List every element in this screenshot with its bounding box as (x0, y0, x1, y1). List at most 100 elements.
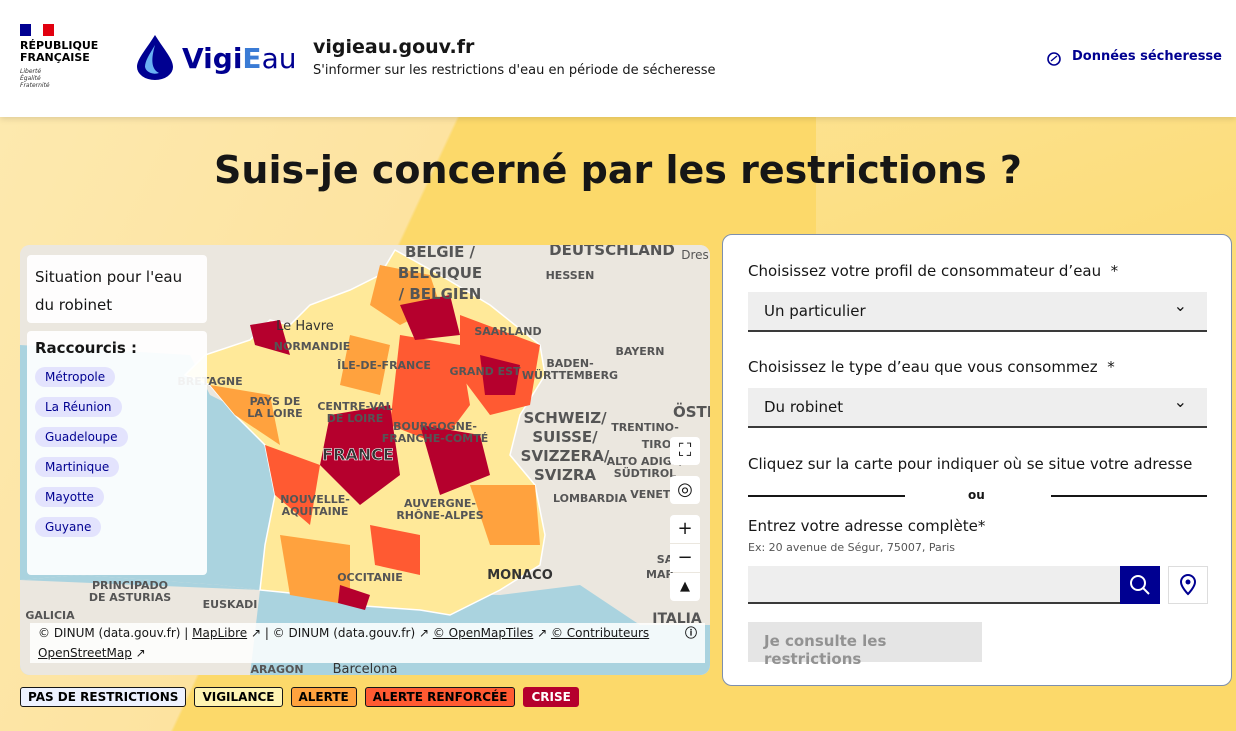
field-label: Choisissez le type d’eau que vous consom… (748, 358, 1115, 376)
map[interactable]: BELGIË / BELGIQUE / BELGIEN DEUTSCHLAND … (20, 245, 710, 675)
map-label: BADEN- (546, 357, 593, 370)
map-label: SAARLAND (474, 325, 541, 338)
motto-text: Fraternité (20, 82, 50, 89)
map-label: BELGIË / (405, 245, 476, 261)
label-text: Entrez votre adresse complète (748, 517, 978, 535)
zoom-out-button[interactable]: − (670, 544, 700, 572)
map-label: ARAGON (250, 663, 303, 675)
map-label: NOUVELLE- (280, 493, 350, 506)
map-label: PRINCIPADO (92, 579, 168, 592)
drop-icon (137, 35, 173, 80)
map-label: SVIZZERA/ (521, 447, 610, 465)
map-label: BELGIQUE (398, 264, 482, 282)
nav-link[interactable]: Données sécheresse (1072, 49, 1222, 64)
legend-item: PAS DE RESTRICTIONS (20, 687, 187, 707)
map-label: WÜRTTEMBERG (522, 368, 618, 382)
map-label: EUSKADI (203, 598, 258, 611)
map-label: HESSEN (546, 269, 595, 282)
geolocate-button[interactable] (1168, 566, 1208, 604)
map-label: MONACO (487, 568, 553, 583)
map-label: OCCITANIE (337, 571, 403, 584)
map-label: AQUITAINE (282, 505, 349, 518)
tagline: S'informer sur les restrictions d'eau en… (313, 63, 716, 78)
motto-text: Liberté (20, 68, 42, 75)
map-label: FRANCE (322, 445, 394, 464)
locate-button[interactable]: ◎ (670, 476, 700, 504)
water-select[interactable]: Du robinet (748, 388, 1207, 428)
shortcut-chip[interactable]: Guyane (35, 517, 102, 537)
label-text: Choisissez votre profil de consommateur … (748, 262, 1102, 280)
logo-text: FRANÇAISE (20, 51, 90, 64)
attribution: © DINUM (data.gouv.fr) | MapLibre ↗ | © … (30, 623, 705, 663)
map-label: MAR (646, 568, 674, 581)
shortcut-chip[interactable]: Martinique (35, 457, 120, 477)
submit-button[interactable]: Je consulte les restrictions (748, 622, 982, 668)
brand-part: au (261, 42, 297, 75)
brand[interactable]: VigiEau (182, 42, 296, 75)
map-label: PAYS DE (250, 395, 301, 408)
map-label: SA (657, 553, 674, 566)
map-label: Dres (681, 248, 709, 262)
map-label: CENTRE-VAL (317, 400, 392, 413)
nav-icon (1047, 52, 1061, 66)
map-label: / BELGIEN (399, 285, 482, 303)
field-label: Choisissez votre profil de consommateur … (748, 262, 1118, 280)
motto-text: Égalité (20, 75, 41, 82)
map-label: Le Havre (276, 319, 334, 334)
hero-title: Suis-je concerné par les restrictions ? (214, 148, 1022, 192)
map-label: SCHWEIZ/ (523, 409, 607, 427)
field-label: Entrez votre adresse complète* (748, 517, 985, 535)
brand-part: E (242, 42, 262, 75)
map-label: LOMBARDIA (553, 492, 628, 505)
shortcut-chip[interactable]: La Réunion (35, 397, 122, 417)
map-label: TRENTINO- (611, 421, 679, 434)
shortcut-chip[interactable]: Guadeloupe (35, 427, 128, 447)
motto: Liberté Égalité Fraternité (20, 68, 50, 89)
map-label: SÜDTIROL (614, 466, 676, 480)
separator-line (748, 495, 905, 497)
attribution-link[interactable]: © Contributeurs (550, 626, 650, 640)
map-label: FRANCHE-COMTÉ (382, 432, 488, 445)
zoom-in-button[interactable]: + (670, 515, 700, 543)
info-icon[interactable]: ⓘ (684, 626, 697, 640)
map-label: AUVERGNE- (404, 497, 476, 510)
separator-line (1051, 495, 1207, 497)
site-title: vigieau.gouv.fr (313, 36, 475, 58)
map-label: NORMANDIE (274, 340, 350, 353)
address-input[interactable] (748, 566, 1120, 604)
shortcuts-title: Raccourcis : (35, 339, 138, 357)
map-label: GALICIA (25, 609, 75, 622)
shortcut-chip[interactable]: Métropole (35, 367, 116, 387)
compass-button[interactable]: ▲ (670, 573, 700, 601)
map-label: SUISSE/ (532, 428, 598, 446)
map-label: RHÔNE-ALPES (396, 509, 483, 522)
flag (20, 24, 54, 36)
profile-select[interactable]: Un particulier (748, 292, 1207, 332)
required-mark: * (1107, 358, 1115, 376)
attribution-link[interactable]: OpenStreetMap (38, 646, 132, 660)
logo-text: RÉPUBLIQUE (20, 39, 99, 52)
map-label: LA LOIRE (247, 407, 302, 420)
brand-part: Vigi (182, 42, 243, 75)
map-label: DE LOIRE (327, 412, 384, 425)
map-label: BOURGOGNE- (393, 420, 477, 433)
map-label: Barcelona (333, 662, 398, 675)
legend-item: CRISE (523, 687, 579, 707)
attribution-link[interactable]: © OpenMapTiles (432, 626, 534, 640)
attribution-link[interactable]: MapLibre (192, 626, 248, 640)
search-button[interactable] (1120, 566, 1160, 604)
attribution-text: © DINUM (data.gouv.fr) | (38, 626, 189, 640)
map-label: DE ASTURIAS (89, 591, 171, 604)
map-label: DEUTSCHLAND (549, 245, 675, 259)
legend-item: VIGILANCE (194, 687, 283, 707)
search-form: Choisissez votre profil de consommateur … (722, 234, 1232, 686)
map-label: SVIZRA (534, 466, 596, 484)
fullscreen-button[interactable]: ⛶ (670, 437, 700, 465)
shortcuts-panel: Raccourcis : Métropole La Réunion Guadel… (27, 331, 207, 575)
hint: Ex: 20 avenue de Ségur, 75007, Paris (748, 541, 956, 554)
map-label: ALTO ADIGE/ (607, 455, 685, 468)
shortcut-chip[interactable]: Mayotte (35, 487, 104, 507)
required-mark: * (977, 517, 986, 535)
legend: PAS DE RESTRICTIONS VIGILANCE ALERTE ALE… (20, 687, 579, 707)
